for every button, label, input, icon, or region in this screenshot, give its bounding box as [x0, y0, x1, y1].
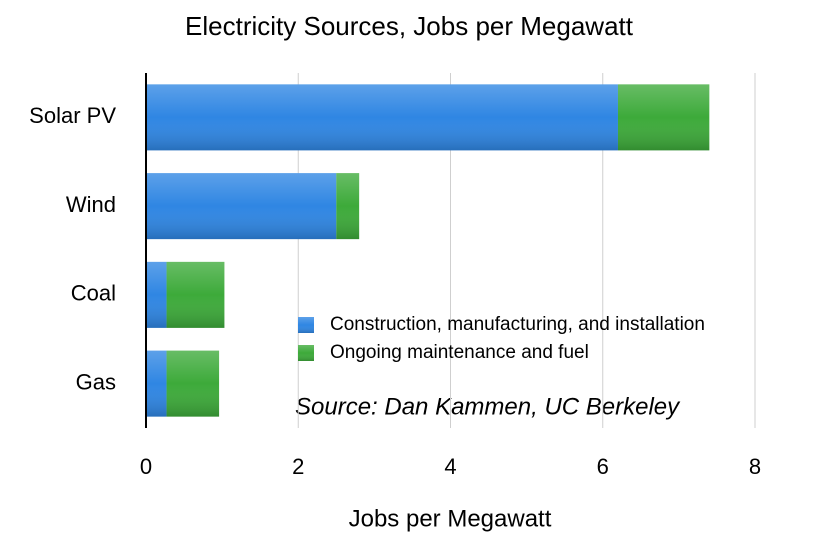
- bar-shine: [617, 84, 710, 151]
- y-tick-label: Coal: [71, 281, 116, 306]
- x-tick-label: 0: [140, 454, 152, 479]
- legend-swatch-shine: [298, 345, 314, 361]
- bar-shine: [146, 84, 618, 151]
- bar-shine: [336, 173, 360, 240]
- bar-shine: [146, 173, 337, 240]
- x-tick-label: 8: [749, 454, 761, 479]
- chart-title: Electricity Sources, Jobs per Megawatt: [185, 11, 634, 41]
- y-tick-label: Wind: [66, 192, 116, 217]
- source-note: Source: Dan Kammen, UC Berkeley: [295, 393, 681, 420]
- bar-shine: [146, 261, 167, 328]
- bar-shine: [166, 261, 225, 328]
- bar-shine: [146, 350, 167, 417]
- y-tick-label: Gas: [76, 369, 116, 394]
- x-tick-label: 6: [597, 454, 609, 479]
- x-tick-label: 4: [444, 454, 456, 479]
- bar-shine: [166, 350, 220, 417]
- legend-swatch-shine: [298, 317, 314, 333]
- legend-label: Construction, manufacturing, and install…: [330, 314, 705, 335]
- x-tick-label: 2: [292, 454, 304, 479]
- y-tick-label: Solar PV: [29, 103, 116, 128]
- x-axis-label: Jobs per Megawatt: [349, 505, 552, 532]
- legend-label: Ongoing maintenance and fuel: [330, 342, 589, 363]
